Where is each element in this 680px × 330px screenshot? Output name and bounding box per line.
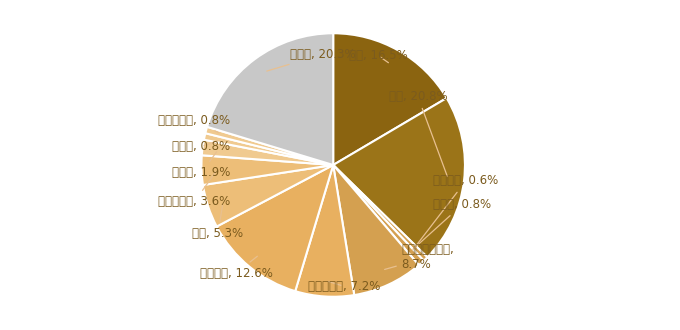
Wedge shape [333, 165, 419, 295]
Text: 照明, 20.8%: 照明, 20.8% [388, 90, 447, 177]
Text: 循環ポンプ, 3.6%: 循環ポンプ, 3.6% [158, 172, 231, 208]
Text: 空調, 16.5%: 空調, 16.5% [349, 49, 408, 63]
Text: テレビ, 1.9%: テレビ, 1.9% [172, 152, 231, 180]
Wedge shape [333, 98, 465, 257]
Wedge shape [217, 165, 333, 291]
Wedge shape [333, 33, 447, 165]
Wedge shape [333, 165, 424, 265]
Wedge shape [204, 133, 333, 165]
Text: 客室冷蔵庫, 0.8%: 客室冷蔵庫, 0.8% [158, 114, 231, 133]
Wedge shape [295, 165, 354, 297]
Text: 冷凍・冷蔵, 7.2%: 冷凍・冷蔵, 7.2% [307, 280, 380, 293]
Wedge shape [205, 127, 333, 165]
Wedge shape [333, 165, 427, 261]
Wedge shape [202, 140, 333, 165]
Text: パソコン, 0.6%: パソコン, 0.6% [416, 174, 498, 246]
Wedge shape [207, 33, 333, 165]
Text: エレベーター等,
8.7%: エレベーター等, 8.7% [385, 243, 454, 271]
Text: 自販機, 0.8%: 自販機, 0.8% [172, 140, 231, 153]
Wedge shape [201, 155, 333, 185]
Text: 調理機器, 12.6%: 調理機器, 12.6% [200, 256, 273, 280]
Wedge shape [203, 165, 333, 226]
Text: 複合機, 0.8%: 複合機, 0.8% [413, 198, 492, 249]
Text: その他, 20.3%: その他, 20.3% [267, 48, 356, 71]
Text: 給湯, 5.3%: 給湯, 5.3% [192, 204, 243, 240]
